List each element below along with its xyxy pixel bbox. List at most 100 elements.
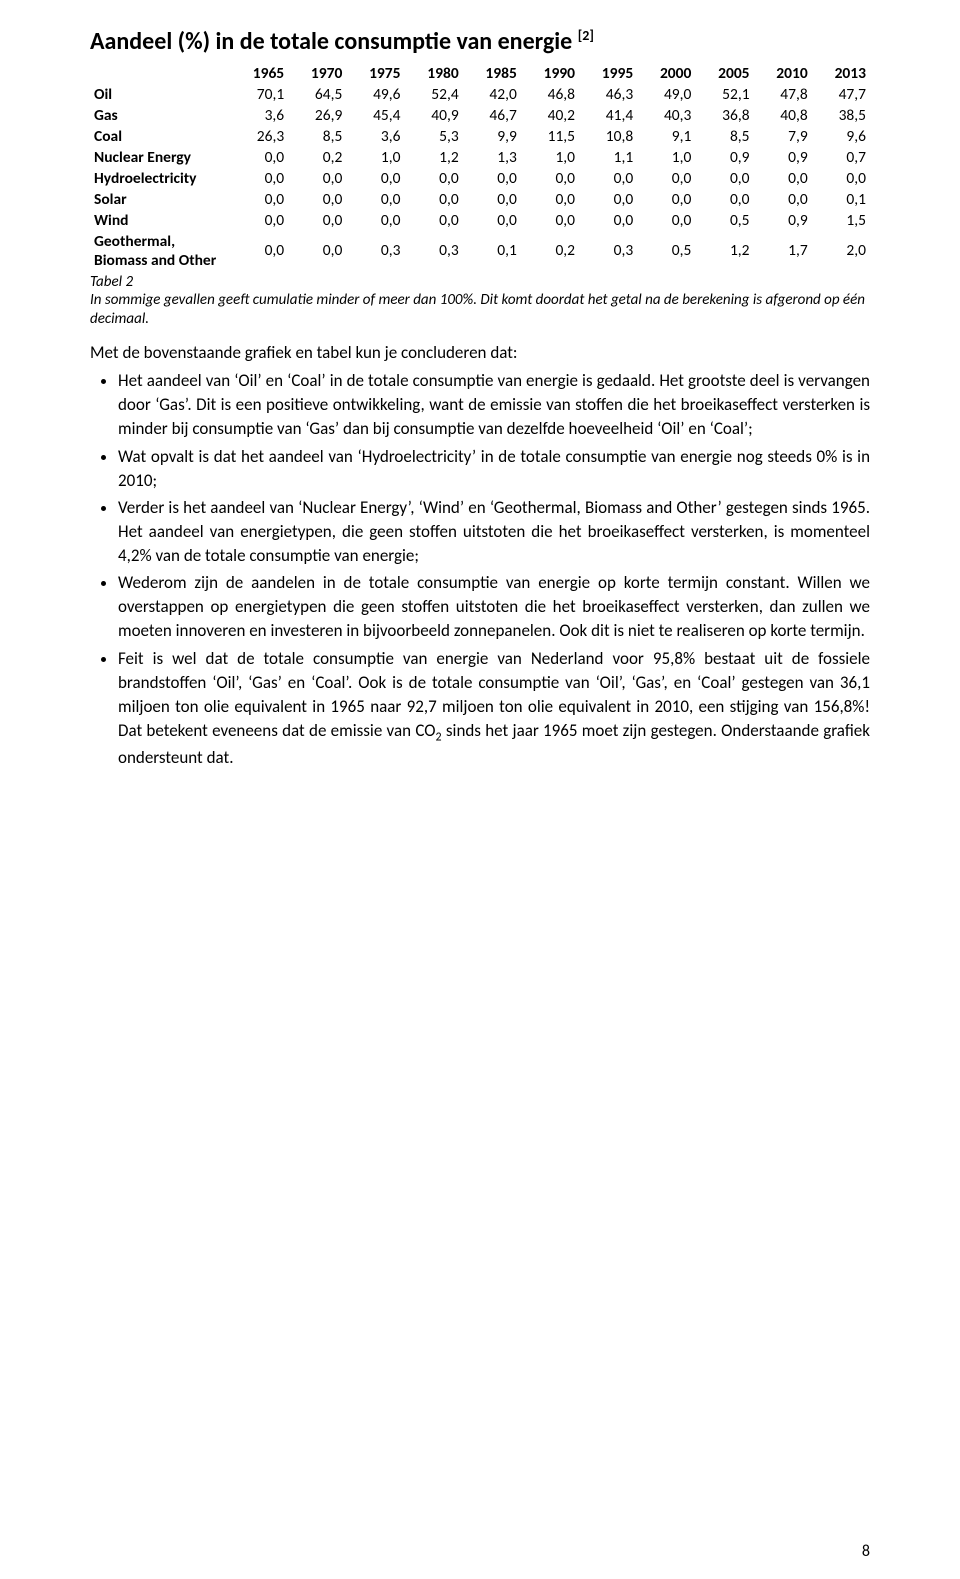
data-cell: 47,8	[754, 84, 812, 105]
data-cell: 70,1	[230, 84, 288, 105]
data-cell: 0,5	[695, 210, 753, 231]
data-cell: 46,7	[463, 105, 521, 126]
row-label: Coal	[90, 126, 230, 147]
table-row: Oil70,164,549,652,442,046,846,349,052,14…	[90, 84, 870, 105]
conclusion-list: Het aandeel van ‘Oil’ en ‘Coal’ in de to…	[118, 369, 870, 770]
data-cell: 0,0	[695, 168, 753, 189]
data-cell: 0,0	[754, 189, 812, 210]
data-cell: 2,0	[812, 231, 870, 271]
data-cell: 0,2	[288, 147, 346, 168]
data-cell: 1,2	[695, 231, 753, 271]
year-header: 2005	[695, 63, 753, 84]
data-cell: 0,0	[463, 189, 521, 210]
data-cell: 1,0	[637, 147, 695, 168]
year-header: 2010	[754, 63, 812, 84]
data-cell: 8,5	[288, 126, 346, 147]
data-cell: 0,0	[346, 189, 404, 210]
data-cell: 0,0	[579, 210, 637, 231]
list-item: Verder is het aandeel van ‘Nuclear Energ…	[118, 496, 870, 568]
data-cell: 0,0	[637, 210, 695, 231]
data-cell: 0,0	[521, 168, 579, 189]
data-cell: 47,7	[812, 84, 870, 105]
year-header: 1995	[579, 63, 637, 84]
data-cell: 8,5	[695, 126, 753, 147]
data-cell: 1,2	[405, 147, 463, 168]
data-cell: 40,9	[405, 105, 463, 126]
title-reference: [2]	[578, 27, 594, 44]
title-text: Aandeel (%) in de totale consumptie van …	[90, 27, 572, 56]
energy-share-table: 1965 1970 1975 1980 1985 1990 1995 2000 …	[90, 63, 870, 271]
data-cell: 5,3	[405, 126, 463, 147]
data-cell: 3,6	[346, 126, 404, 147]
data-cell: 0,2	[521, 231, 579, 271]
data-cell: 0,0	[230, 231, 288, 271]
year-header: 2000	[637, 63, 695, 84]
intro-text: Met de bovenstaande grafiek en tabel kun…	[90, 342, 870, 365]
row-label: Solar	[90, 189, 230, 210]
data-cell: 0,0	[754, 168, 812, 189]
row-label: Gas	[90, 105, 230, 126]
year-header: 2013	[812, 63, 870, 84]
data-cell: 0,0	[230, 189, 288, 210]
row-label: Oil	[90, 84, 230, 105]
data-cell: 49,6	[346, 84, 404, 105]
data-cell: 0,0	[405, 189, 463, 210]
data-cell: 0,7	[812, 147, 870, 168]
data-cell: 0,9	[754, 210, 812, 231]
data-cell: 1,3	[463, 147, 521, 168]
data-cell: 0,0	[637, 168, 695, 189]
list-item: Feit is wel dat de totale consumptie van…	[118, 647, 870, 771]
table-row: Solar0,00,00,00,00,00,00,00,00,00,00,1	[90, 189, 870, 210]
year-header: 1975	[346, 63, 404, 84]
page-title: Aandeel (%) in de totale consumptie van …	[90, 28, 870, 57]
row-label: Wind	[90, 210, 230, 231]
year-header: 1970	[288, 63, 346, 84]
data-cell: 41,4	[579, 105, 637, 126]
data-cell: 42,0	[463, 84, 521, 105]
table-corner-cell	[90, 63, 230, 84]
data-cell: 49,0	[637, 84, 695, 105]
data-cell: 1,0	[346, 147, 404, 168]
data-cell: 0,1	[463, 231, 521, 271]
data-cell: 0,0	[288, 168, 346, 189]
data-cell: 1,7	[754, 231, 812, 271]
list-item: Het aandeel van ‘Oil’ en ‘Coal’ in de to…	[118, 369, 870, 441]
data-cell: 26,9	[288, 105, 346, 126]
data-cell: 1,1	[579, 147, 637, 168]
list-item: Wederom zijn de aandelen in de totale co…	[118, 571, 870, 643]
data-cell: 0,0	[230, 168, 288, 189]
data-cell: 0,0	[405, 210, 463, 231]
data-cell: 40,8	[754, 105, 812, 126]
data-cell: 0,0	[521, 189, 579, 210]
data-cell: 0,0	[579, 189, 637, 210]
data-cell: 0,0	[230, 210, 288, 231]
table-caption: Tabel 2	[90, 273, 870, 291]
data-cell: 52,1	[695, 84, 753, 105]
data-cell: 0,0	[405, 168, 463, 189]
data-cell: 36,8	[695, 105, 753, 126]
document-page: Aandeel (%) in de totale consumptie van …	[0, 0, 960, 1579]
data-cell: 9,9	[463, 126, 521, 147]
table-row: Nuclear Energy0,00,21,01,21,31,01,11,00,…	[90, 147, 870, 168]
data-cell: 0,3	[346, 231, 404, 271]
page-number: 8	[862, 1542, 870, 1561]
data-cell: 7,9	[754, 126, 812, 147]
data-cell: 0,5	[637, 231, 695, 271]
data-cell: 0,9	[695, 147, 753, 168]
data-cell: 0,0	[579, 168, 637, 189]
data-cell: 1,5	[812, 210, 870, 231]
data-cell: 9,1	[637, 126, 695, 147]
list-item: Wat opvalt is dat het aandeel van ‘Hydro…	[118, 445, 870, 493]
table-row: Coal26,38,53,65,39,911,510,89,18,57,99,6	[90, 126, 870, 147]
data-cell: 0,0	[695, 189, 753, 210]
data-cell: 0,9	[754, 147, 812, 168]
row-label: Hydroelectricity	[90, 168, 230, 189]
data-cell: 10,8	[579, 126, 637, 147]
year-header: 1980	[405, 63, 463, 84]
table-row: Wind0,00,00,00,00,00,00,00,00,50,91,5	[90, 210, 870, 231]
data-cell: 52,4	[405, 84, 463, 105]
table-row: Hydroelectricity0,00,00,00,00,00,00,00,0…	[90, 168, 870, 189]
data-cell: 45,4	[346, 105, 404, 126]
data-cell: 46,8	[521, 84, 579, 105]
table-note: In sommige gevallen geeft cumulatie mind…	[90, 291, 870, 329]
